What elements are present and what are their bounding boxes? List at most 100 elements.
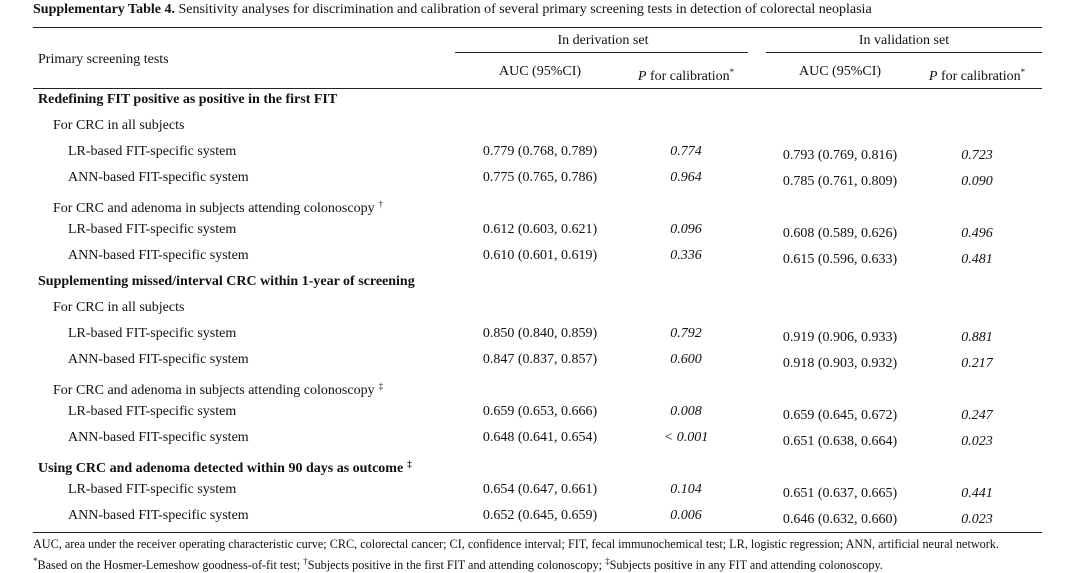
row-label: For CRC in all subjects [53,300,184,316]
cell: 0.919 (0.906, 0.933) [782,330,898,345]
cell: 0.850 (0.840, 0.859) [482,326,598,341]
label-mark: † [378,199,384,209]
group-header: In derivation set [557,33,649,48]
cell: < 0.001 [663,430,709,445]
cell: 0.104 [670,482,702,497]
top-rule [33,27,1042,28]
cell: 0.217 [961,356,993,371]
footnote-text: Subjects positive in the first FIT and a… [307,558,606,572]
section-title: Redefining FIT positive as positive in t… [38,92,337,108]
label-mark: ‡ [378,381,384,391]
title-text: Sensitivity analyses for discrimination … [174,2,872,17]
cell: 0.023 [961,512,993,527]
label-text: For CRC in all subjects [53,118,185,133]
cell: 0.648 (0.641, 0.654) [482,430,598,445]
cell: 0.793 (0.769, 0.816) [782,148,898,163]
label-text: Using CRC and adenoma detected within 90… [38,461,404,476]
cell: 0.659 (0.645, 0.672) [782,408,898,423]
row-label: ANN-based FIT-specific system [68,430,249,446]
column-header-p: P [928,69,938,84]
label-text: LR-based FIT-specific system [68,326,237,341]
cell: 0.023 [961,434,993,449]
cell: 0.651 (0.637, 0.665) [782,486,898,501]
label-text: ANN-based FIT-specific system [68,352,249,367]
bottom-rule [33,532,1042,533]
column-header-p: P [637,69,647,84]
cell: 0.779 (0.768, 0.789) [482,144,598,159]
column-header: AUC (95%CI) [799,64,881,80]
group-rule [766,52,1042,53]
row-label: LR-based FIT-specific system [68,404,236,420]
label-text: Supplementing missed/interval CRC within… [38,274,415,289]
row-label: For CRC in all subjects [53,118,184,134]
label-text: For CRC and adenoma in subjects attendin… [53,201,375,216]
cell: 0.847 (0.837, 0.857) [482,352,598,367]
row-label: ANN-based FIT-specific system [68,508,249,524]
cell: 0.006 [670,508,702,523]
title: Supplementary Table 4. Sensitivity analy… [33,2,872,18]
footnote-mark: * [33,556,38,566]
cell: 0.785 (0.761, 0.809) [782,174,898,189]
row-label: ANN-based FIT-specific system [68,248,249,264]
label-text: LR-based FIT-specific system [68,144,237,159]
group-rule [455,52,748,53]
section-title: Using CRC and adenoma detected within 90… [38,456,412,477]
column-header: AUC (95%CI) [499,64,581,80]
cell: 0.723 [961,148,993,163]
cell: 0.608 (0.589, 0.626) [782,226,898,241]
cell: 0.654 (0.647, 0.661) [482,482,598,497]
footnote-text: Based on the Hosmer-Lemeshow goodness-of… [37,558,304,572]
cell: 0.008 [670,404,702,419]
label-text: LR-based FIT-specific system [68,404,237,419]
cell: 0.600 [670,352,702,367]
cell: 0.646 (0.632, 0.660) [782,512,898,527]
cell: 0.615 (0.596, 0.633) [782,252,898,267]
row-label: LR-based FIT-specific system [68,482,236,498]
cell: 0.090 [961,174,993,189]
column-header-text: for calibration [937,69,1021,84]
row-label: For CRC and adenoma in subjects attendin… [53,378,383,399]
label-text: ANN-based FIT-specific system [68,170,249,185]
cell: 0.096 [670,222,702,237]
cell: 0.652 (0.645, 0.659) [482,508,598,523]
row-label: LR-based FIT-specific system [68,326,236,342]
column-header-mark: * [1020,67,1026,77]
label-text: Redefining FIT positive as positive in t… [38,92,338,107]
group-header: In validation set [858,33,950,48]
label-text: For CRC in all subjects [53,300,185,315]
label-text: ANN-based FIT-specific system [68,248,249,263]
header-rule [33,88,1042,89]
column-header-text: AUC (95%CI) [798,64,882,79]
cell: 0.612 (0.603, 0.621) [482,222,598,237]
footnote-mark: † [303,556,308,566]
label-text: ANN-based FIT-specific system [68,430,249,445]
cell: 0.441 [961,486,993,501]
cell: 0.336 [670,248,702,263]
row-label: LR-based FIT-specific system [68,222,236,238]
first-header: Primary screening tests [38,52,169,67]
cell: 0.496 [961,226,993,241]
cell: 0.775 (0.765, 0.786) [482,170,598,185]
footnote-text: Subjects positive in any FIT and attendi… [609,558,883,572]
column-header: P for calibration* [638,64,734,85]
cell: 0.792 [670,326,702,341]
title-label: Supplementary Table 4. [33,2,175,17]
row-label: LR-based FIT-specific system [68,144,236,160]
cell: 0.651 (0.638, 0.664) [782,434,898,449]
label-text: LR-based FIT-specific system [68,482,237,497]
column-header-text: for calibration [646,69,730,84]
section-title: Supplementing missed/interval CRC within… [38,274,415,290]
cell: 0.610 (0.601, 0.619) [482,248,598,263]
cell: 0.881 [961,330,993,345]
footnote-mark: ‡ [605,556,610,566]
label-mark: ‡ [407,459,412,469]
label-text: LR-based FIT-specific system [68,222,237,237]
footnote: AUC, area under the receiver operating c… [33,536,1023,573]
row-label: For CRC and adenoma in subjects attendin… [53,196,383,217]
column-header-text: AUC (95%CI) [498,64,582,79]
cell: 0.918 (0.903, 0.932) [782,356,898,371]
column-header: P for calibration* [929,64,1025,85]
column-header-mark: * [729,67,735,77]
row-label: ANN-based FIT-specific system [68,170,249,186]
